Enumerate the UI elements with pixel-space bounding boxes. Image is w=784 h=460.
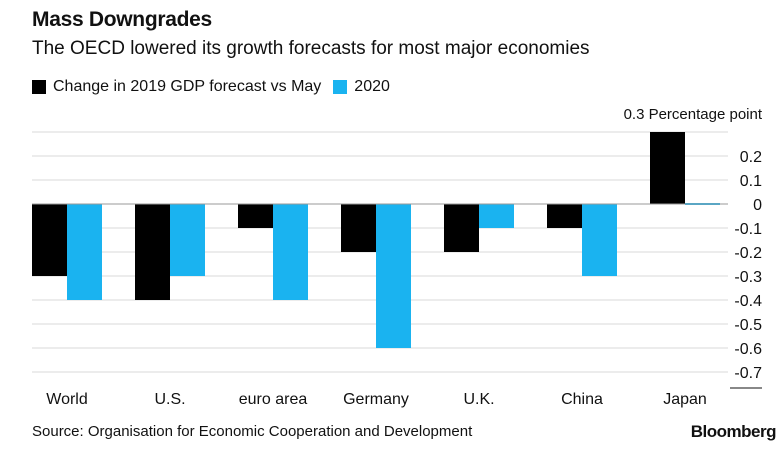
legend-label-2020: 2020 — [354, 78, 390, 95]
chart-subtitle: The OECD lowered its growth forecasts fo… — [32, 38, 590, 59]
bar-2019 — [547, 204, 582, 228]
y-tick-label: -0.1 — [734, 221, 762, 238]
y-tick-label: -0.4 — [734, 293, 762, 310]
y-axis-unit-label: 0.3 Percentage point — [623, 106, 762, 123]
bar-2019 — [135, 204, 170, 300]
y-tick-label: 0 — [753, 197, 762, 214]
y-tick-label: -0.7 — [734, 365, 762, 382]
x-tick-label: Japan — [663, 391, 707, 408]
bar-2019 — [238, 204, 273, 228]
y-tick-label: -0.5 — [734, 317, 762, 334]
bar-2019 — [341, 204, 376, 252]
legend: Change in 2019 GDP forecast vs May 2020 — [32, 78, 402, 96]
bar-2019 — [650, 132, 685, 204]
x-tick-label: U.S. — [154, 391, 185, 408]
legend-item-2019: Change in 2019 GDP forecast vs May — [32, 78, 321, 96]
legend-swatch-2020 — [333, 80, 348, 94]
x-tick-label: China — [561, 391, 603, 408]
chart-title: Mass Downgrades — [32, 8, 212, 31]
bar-2020 — [170, 204, 205, 276]
legend-label-2019: Change in 2019 GDP forecast vs May — [53, 78, 322, 95]
y-tick-label: -0.3 — [734, 269, 762, 286]
bar-2020 — [376, 204, 411, 348]
bar-2020 — [582, 204, 617, 276]
bar-2020 — [479, 204, 514, 228]
bar-2019 — [444, 204, 479, 252]
bar-2019 — [32, 204, 67, 276]
source-note: Source: Organisation for Economic Cooper… — [32, 423, 473, 440]
x-tick-label: U.K. — [463, 391, 494, 408]
x-tick-label: euro area — [239, 391, 308, 408]
legend-item-2020: 2020 — [333, 78, 390, 96]
bloomberg-logo: Bloomberg — [690, 422, 777, 441]
bar-2020 — [67, 204, 102, 300]
y-tick-label: 0.1 — [740, 173, 762, 190]
y-tick-label: 0.2 — [740, 149, 762, 166]
y-tick-label: -0.6 — [734, 341, 762, 358]
y-tick-label: -0.2 — [734, 245, 762, 262]
bar-2020 — [273, 204, 308, 300]
x-tick-label: World — [46, 391, 88, 408]
legend-swatch-2019 — [32, 80, 46, 94]
x-tick-label: Germany — [343, 391, 409, 408]
